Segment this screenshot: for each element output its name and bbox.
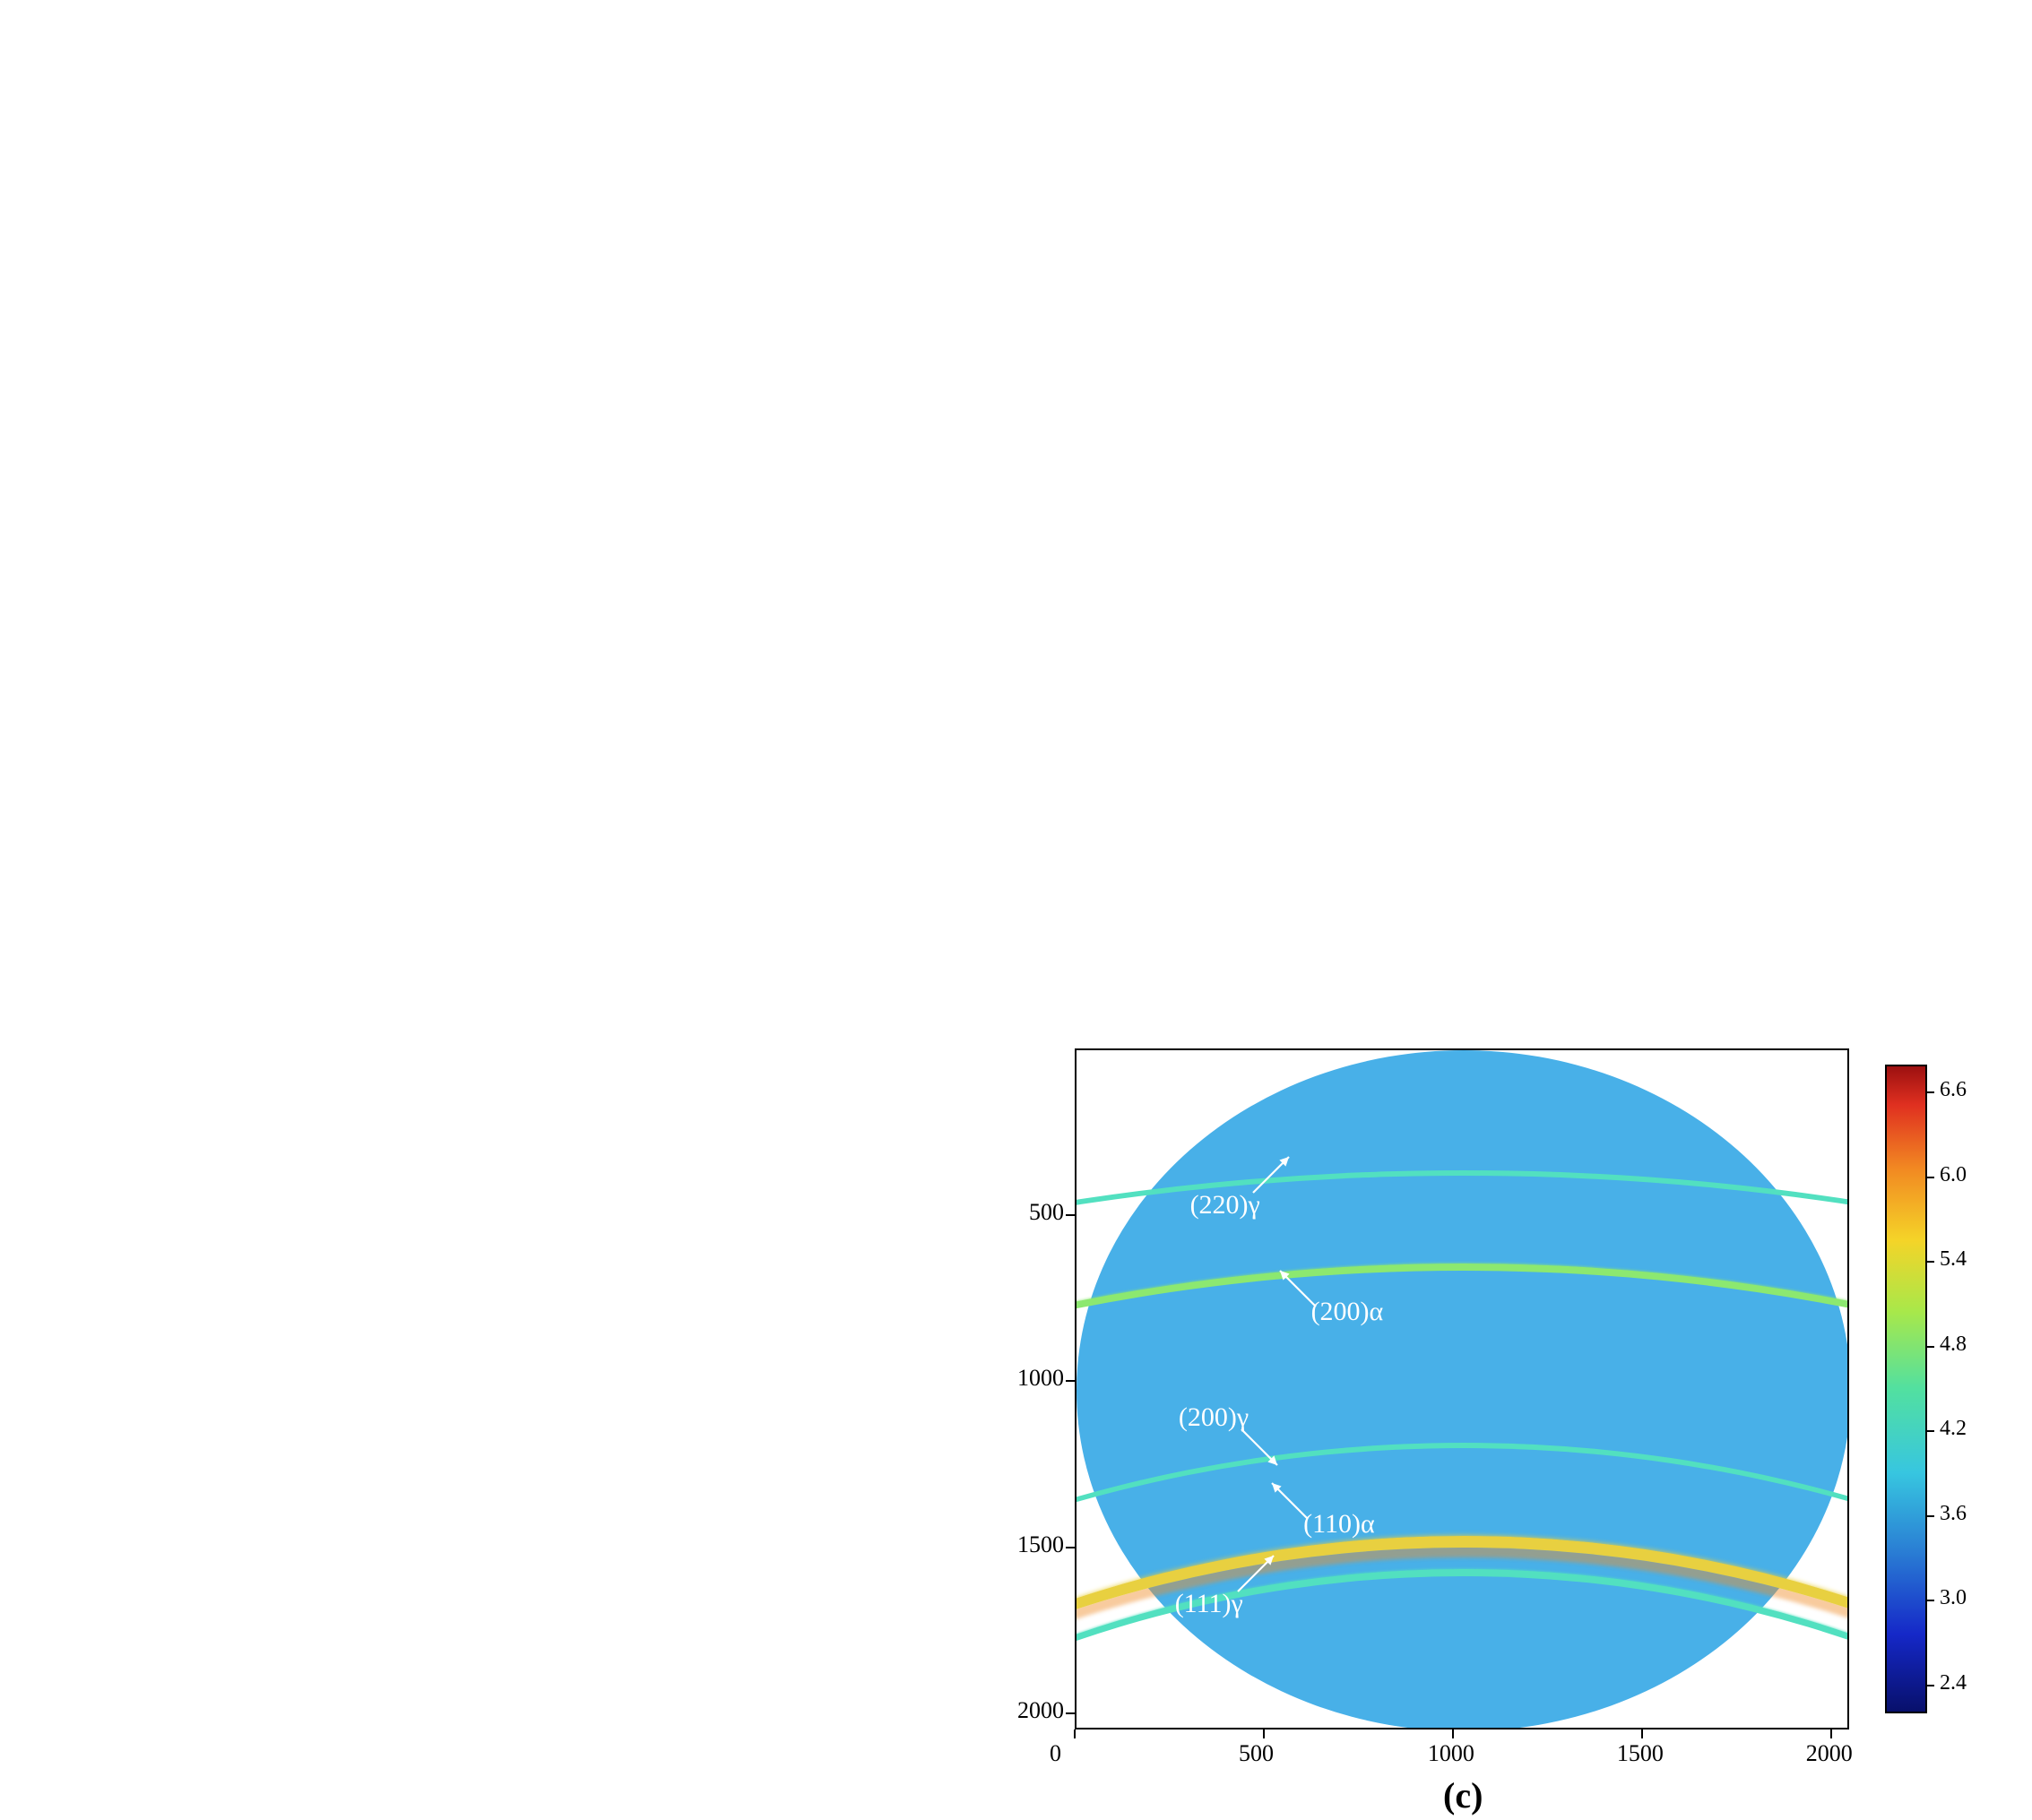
x-tick bbox=[1263, 1729, 1265, 1738]
x-tick-label: 2000 bbox=[1806, 1740, 1853, 1767]
y-tick bbox=[1066, 1214, 1075, 1216]
x-tick bbox=[1641, 1729, 1643, 1738]
x-tick-label: 1000 bbox=[1428, 1740, 1474, 1767]
y-tick-label: 500 bbox=[992, 1199, 1064, 1226]
y-tick bbox=[1066, 1380, 1075, 1382]
x-tick bbox=[1452, 1729, 1454, 1738]
panel-c-ticks: 0 500 1000 1500 2000 500 1000 1500 2000 bbox=[0, 0, 2032, 1820]
x-tick bbox=[1074, 1729, 1076, 1738]
y-tick-label: 2000 bbox=[992, 1697, 1064, 1724]
y-tick-label: 1500 bbox=[992, 1531, 1064, 1558]
panel-c-label: (c) bbox=[1443, 1774, 1483, 1816]
x-tick-label: 1500 bbox=[1617, 1740, 1664, 1767]
panel-c: (220)γ(200)α(200)γ(110)α(111)γ 2.43.03.6… bbox=[0, 0, 2032, 1820]
y-tick bbox=[1066, 1547, 1075, 1548]
y-tick-label: 1000 bbox=[992, 1365, 1064, 1392]
y-tick bbox=[1066, 1712, 1075, 1714]
x-tick-label: 0 bbox=[1050, 1740, 1061, 1767]
x-tick-label: 500 bbox=[1239, 1740, 1274, 1767]
figure-container: (220)γ(200)α(200)γ(110)α(111)γ 2.53.03.5… bbox=[0, 0, 2032, 1820]
x-tick bbox=[1830, 1729, 1832, 1738]
